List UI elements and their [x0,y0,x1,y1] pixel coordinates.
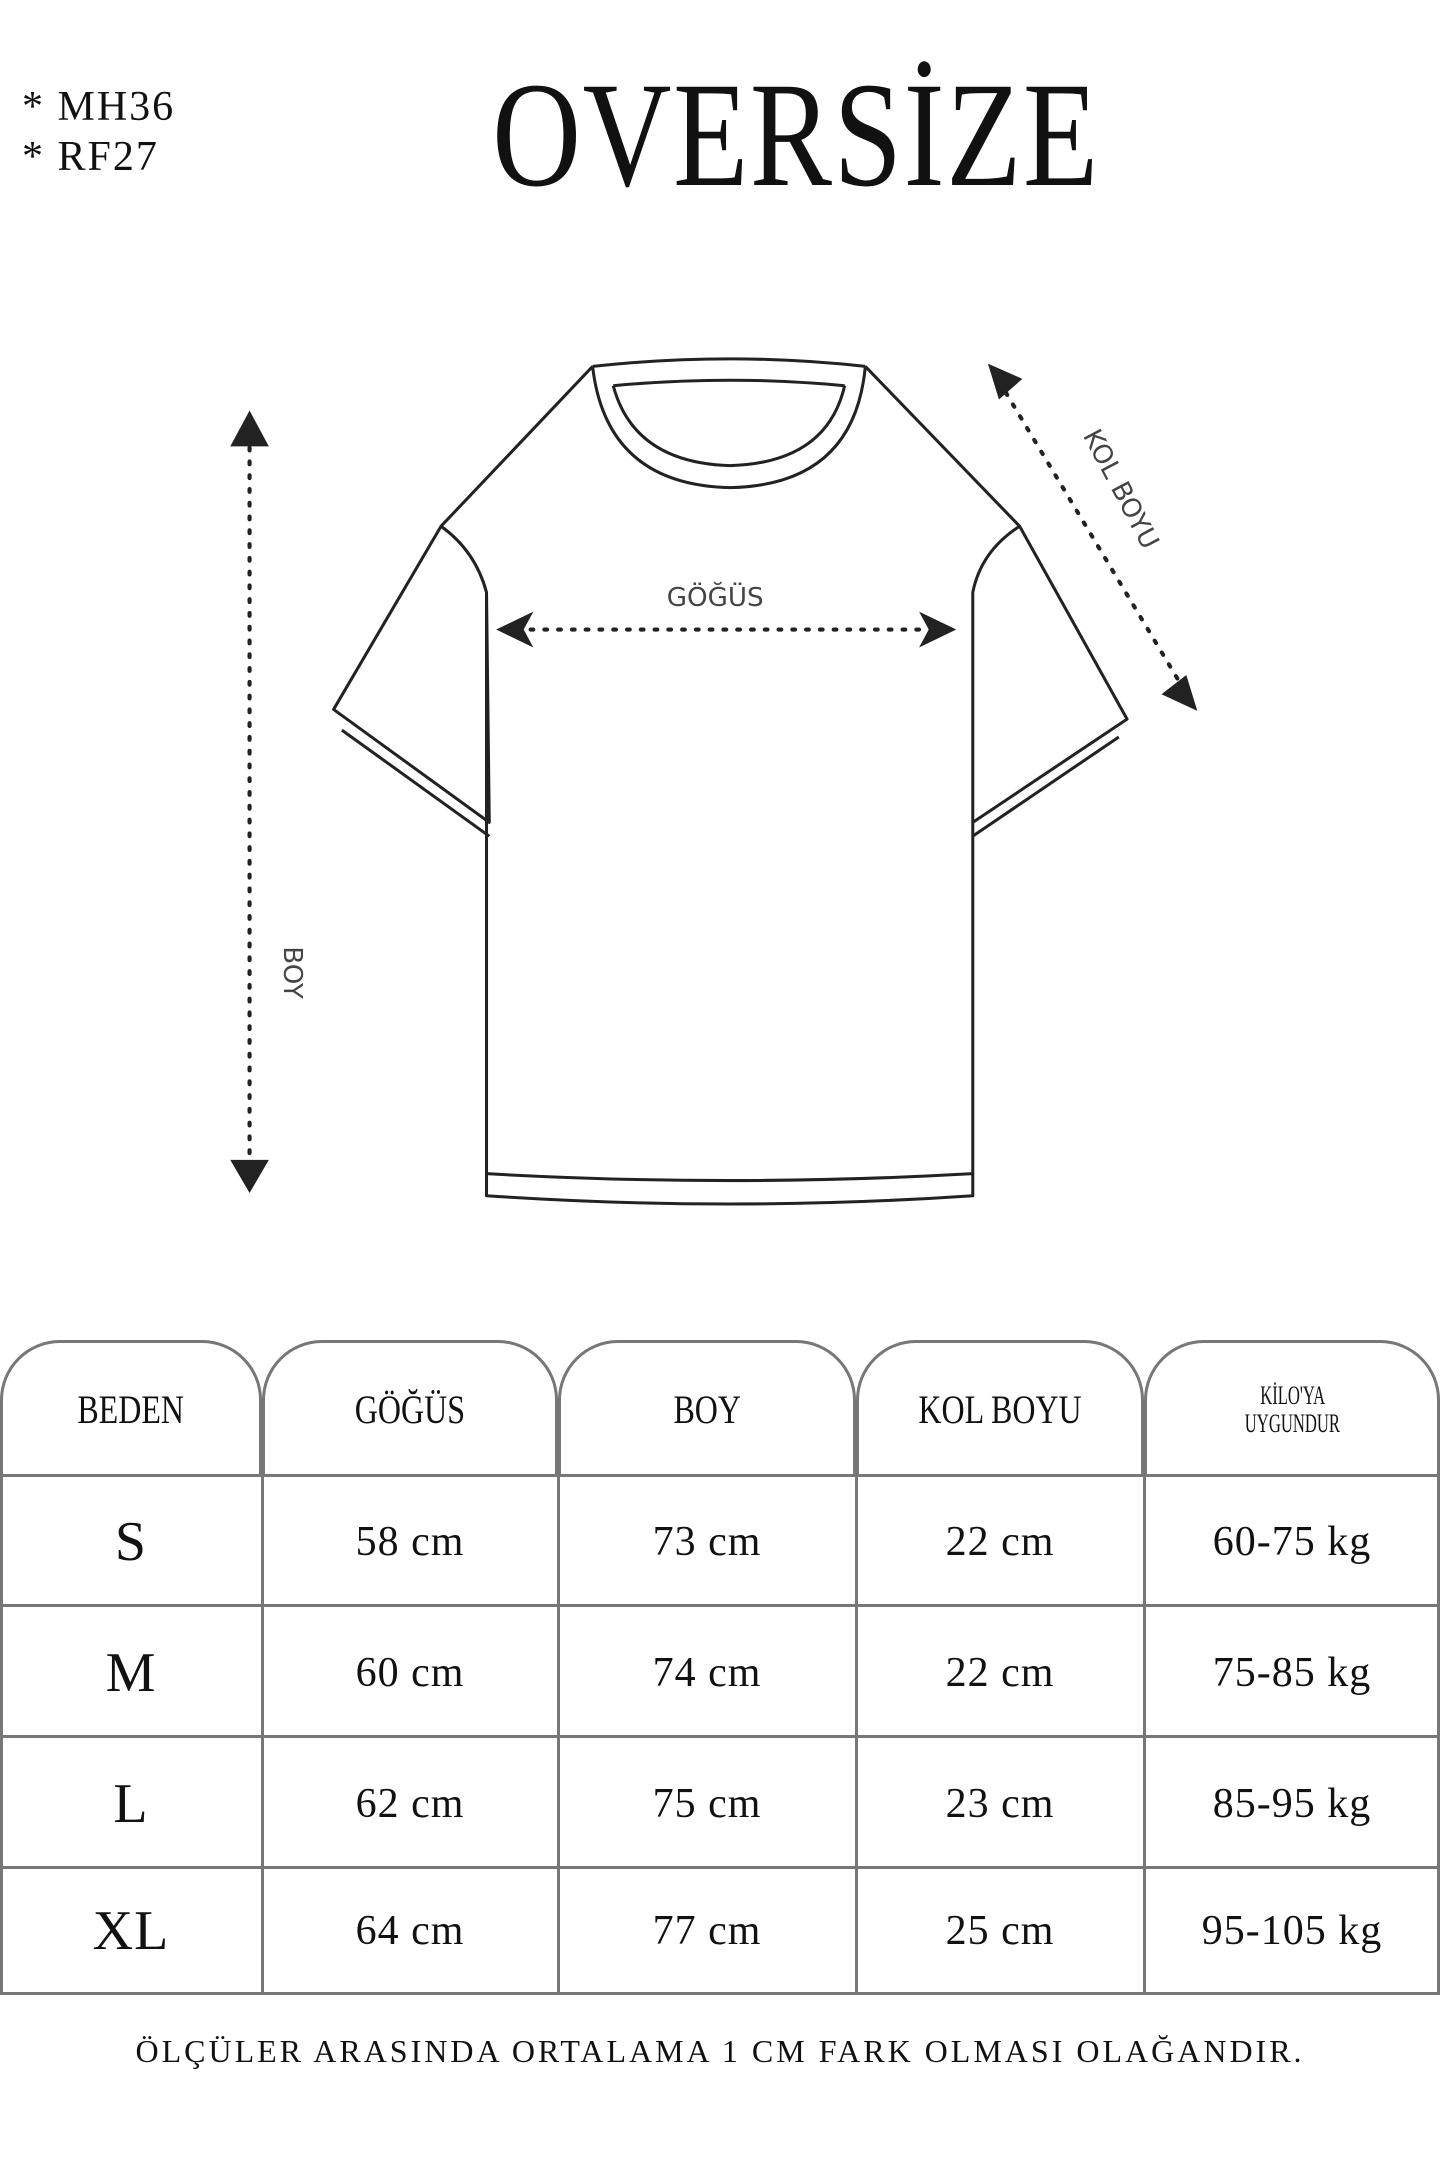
collar-outer [591,366,867,490]
value-cell: 95-105 kg [1201,1907,1383,1954]
divider [557,1440,560,1995]
value-cell: 75-85 kg [1212,1649,1372,1696]
collar-inner [611,385,847,468]
arrow-up-left-icon [987,363,1023,400]
value-cell: 60-75 kg [1212,1519,1372,1565]
arrow-right-icon [919,611,957,648]
hem-line [486,1172,973,1183]
sleeve-arrow-line [1003,390,1182,684]
value-cell: 58 cm [355,1519,465,1565]
divider [261,1440,264,1995]
divider [0,1474,1440,1477]
divider [855,1440,858,1995]
length-label: BOY [277,946,307,1000]
size-cell: M [105,1641,157,1704]
divider [0,1604,1440,1607]
size-cell: XL [92,1899,170,1962]
divider [0,1866,1440,1869]
code-line: * MH36 [22,84,176,130]
header-kol-boyu: KOL BOYU [856,1340,1144,1476]
footer-note: ÖLÇÜLER ARASINDA ORTALAMA 1 CM FARK OLMA… [135,2033,1305,2069]
header-gogus: GÖĞÜS [262,1340,558,1476]
arrow-down-icon [230,1159,269,1193]
header-boy: BOY [558,1340,856,1476]
value-cell: 74 cm [652,1649,762,1696]
product-codes: * MH36 * RF27 [22,82,175,182]
header-kilo: KİLO'YA UYGUNDUR [1144,1340,1440,1476]
code-line: * RF27 [22,134,159,180]
shirt-outline [332,365,1129,1206]
divider [0,1992,1440,1995]
header-beden: BEDEN [0,1340,262,1476]
value-cell: 85-95 kg [1212,1780,1372,1827]
value-cell: 62 cm [355,1780,465,1827]
divider [0,1735,1440,1738]
value-cell: 60 cm [355,1649,465,1696]
value-cell: 73 cm [652,1519,762,1565]
collar-top [592,357,866,388]
chest-label: GÖĞÜS [667,581,764,613]
value-cell: 75 cm [652,1780,762,1827]
value-cell: 77 cm [652,1907,762,1954]
right-cuff [971,735,1120,838]
arrow-left-icon [496,611,534,648]
value-cell: 22 cm [945,1519,1055,1565]
divider [1143,1440,1146,1995]
arrow-up-icon [230,410,269,447]
size-table: BEDEN GÖĞÜS BOY KOL BOYU KİLO'YA UYGUNDUR… [0,1340,1440,1995]
divider [1437,1440,1440,1995]
size-cell: S [114,1511,148,1573]
value-cell: 25 cm [945,1907,1055,1954]
value-cell: 23 cm [945,1780,1055,1827]
divider [0,1440,3,1995]
size-cell: L [113,1772,149,1835]
value-cell: 22 cm [945,1649,1055,1696]
left-cuff [340,728,491,838]
value-cell: 64 cm [355,1907,465,1954]
arrow-down-right-icon [1161,675,1198,711]
